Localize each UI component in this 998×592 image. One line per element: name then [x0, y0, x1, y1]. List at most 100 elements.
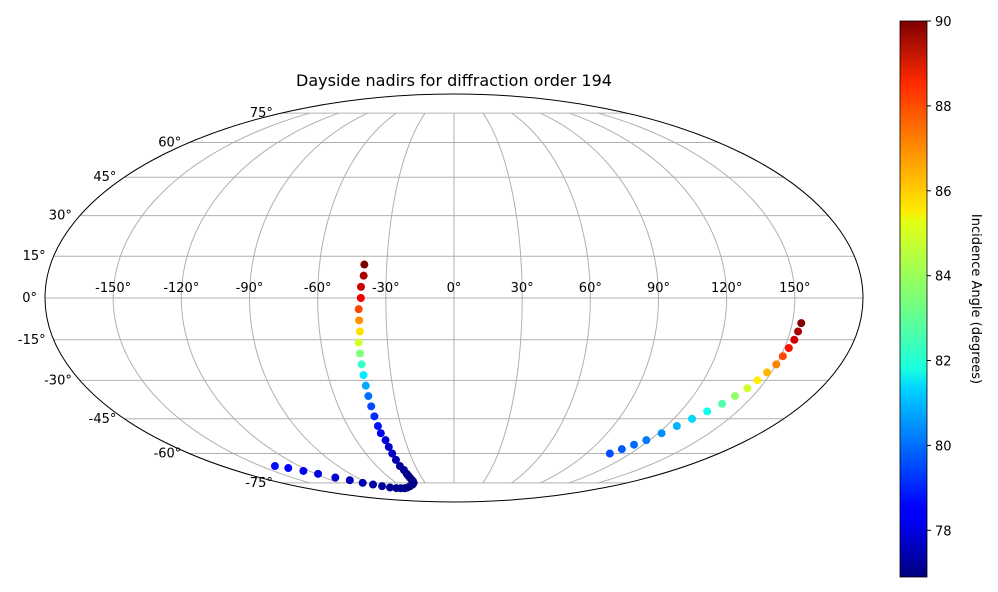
data-point — [367, 402, 376, 411]
graticule — [45, 112, 863, 484]
data-point — [794, 327, 803, 336]
mollweide-map: -150° -120° -90° -60° -30° 0° 30° 60° 90° 120° 150… — [18, 93, 864, 503]
longitude-tick-label: 0° — [447, 281, 462, 296]
data-point — [730, 392, 739, 401]
colorbar-ticks: 78 80 82 84 86 88 90 — [927, 15, 952, 539]
graticule-meridian — [385, 112, 426, 484]
data-point — [657, 429, 666, 438]
data-point — [672, 422, 681, 431]
graticule-meridian — [112, 112, 310, 484]
data-point — [270, 462, 279, 471]
data-point — [356, 282, 365, 291]
data-point — [331, 473, 340, 482]
data-point — [355, 349, 364, 358]
data-point — [345, 476, 354, 485]
data-point — [364, 392, 373, 401]
data-point — [630, 440, 638, 449]
data-point — [284, 464, 293, 473]
latitude-tick-label: 0° — [22, 291, 37, 306]
colorbar-tick-label: 86 — [935, 185, 952, 200]
latitude-tick-label: -30° — [44, 373, 72, 388]
longitude-tick-label: -60° — [304, 281, 332, 296]
latitude-tick-label: 60° — [158, 135, 181, 150]
data-point — [369, 480, 378, 489]
latitude-tick-label: 75° — [250, 106, 273, 121]
data-point — [376, 429, 385, 438]
longitude-tick-label: -90° — [236, 281, 264, 296]
data-point — [385, 483, 394, 492]
colorbar-tick-label: 82 — [935, 355, 952, 370]
data-point — [778, 352, 787, 361]
latitude-tick-labels: -75° -60° -45° -30° -15° 0° 15° 30° 45° 60° 75° — [18, 106, 273, 491]
longitude-tick-label: 30° — [511, 281, 534, 296]
data-point — [392, 484, 401, 493]
longitude-tick-label: -120° — [163, 281, 199, 296]
data-point — [605, 449, 614, 458]
data-point — [373, 422, 382, 431]
graticule-meridian — [317, 112, 397, 484]
graticule-meridian — [482, 112, 523, 484]
colorbar: 78 80 82 84 86 88 90 Incidence Angle (degrees) — [899, 15, 983, 578]
chart-title: Dayside nadirs for diffraction order 194 — [296, 71, 612, 90]
colorbar-tick-label: 80 — [935, 439, 952, 454]
map-boundary — [44, 93, 864, 503]
data-point — [743, 384, 752, 393]
data-point — [359, 371, 368, 380]
longitude-tick-label: -150° — [95, 281, 131, 296]
graticule-meridian — [540, 112, 660, 484]
data-point — [378, 482, 387, 491]
data-point — [370, 412, 379, 421]
latitude-tick-label: 15° — [23, 249, 46, 264]
data-point — [357, 360, 366, 369]
longitude-tick-label: 150° — [779, 281, 810, 296]
data-point — [797, 319, 806, 328]
graticule-meridian — [598, 112, 796, 484]
latitude-tick-label: -15° — [18, 333, 46, 348]
data-point — [355, 327, 364, 336]
colorbar-label: Incidence Angle (degrees) — [968, 214, 983, 384]
data-point — [358, 478, 367, 487]
data-point — [356, 294, 365, 302]
data-point — [688, 414, 697, 423]
longitude-tick-label: 60° — [579, 281, 602, 296]
data-point — [354, 338, 363, 347]
data-point — [360, 260, 369, 269]
latitude-tick-label: 30° — [49, 209, 72, 224]
data-point — [388, 449, 397, 458]
scatter-points — [270, 260, 806, 493]
data-point — [361, 381, 370, 390]
data-point — [314, 469, 323, 478]
graticule-meridian — [180, 112, 339, 484]
colorbar-gradient — [899, 20, 928, 578]
colorbar-tick-label: 78 — [935, 524, 952, 539]
latitude-tick-label: -60° — [154, 447, 182, 462]
data-point — [784, 344, 793, 353]
data-point — [718, 399, 727, 408]
longitude-tick-label: -30° — [372, 281, 400, 296]
data-point — [703, 407, 712, 416]
colorbar-tick-label: 84 — [935, 270, 952, 285]
data-point — [381, 436, 390, 445]
latitude-tick-label: -75° — [245, 476, 273, 491]
data-point — [384, 442, 393, 451]
data-point — [642, 436, 651, 445]
data-point — [391, 455, 400, 464]
latitude-tick-label: -45° — [89, 412, 117, 427]
data-point — [355, 316, 364, 325]
data-point — [753, 376, 762, 385]
longitude-tick-labels: -150° -120° -90° -60° -30° 0° 30° 60° 90° 120° 150… — [95, 281, 810, 296]
colorbar-tick-label: 88 — [935, 100, 952, 115]
data-point — [763, 368, 772, 377]
longitude-tick-label: 120° — [711, 281, 742, 296]
data-point — [299, 466, 308, 475]
data-point — [359, 271, 368, 280]
data-point — [617, 445, 626, 454]
data-point — [790, 335, 799, 344]
graticule-meridian — [248, 112, 368, 484]
data-point — [354, 305, 363, 314]
data-point — [772, 360, 781, 369]
graticule-meridian — [511, 112, 591, 484]
latitude-tick-label: 45° — [93, 170, 116, 185]
colorbar-tick-label: 90 — [935, 15, 952, 30]
